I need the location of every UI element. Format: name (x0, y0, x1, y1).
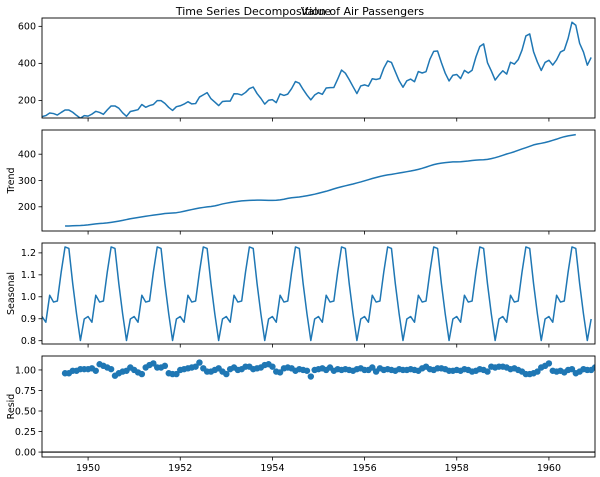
resid-point (303, 367, 311, 374)
resid-point (545, 360, 553, 367)
x-tick-label: 1956 (352, 463, 376, 474)
resid-point (92, 367, 99, 374)
y-tick-label: 200 (18, 96, 36, 107)
panels-layer: 200400600200300400Trend0.80.91.01.11.2Se… (6, 17, 600, 474)
series-group (65, 133, 576, 227)
resid-point (223, 370, 230, 378)
panel-4: 0.00 0.25 0.50 0.75 1.00 Resid 1950 1952 1954 195… (6, 355, 600, 474)
x-tick-label: 1954 (260, 463, 284, 474)
series-group (42, 246, 592, 342)
series-line (42, 21, 592, 118)
resid-point (484, 368, 491, 375)
y-tick-label: 200 (18, 202, 36, 213)
y-axis-label: Trend (6, 168, 17, 195)
series-group (42, 21, 592, 118)
y-tick-label: 300 (18, 176, 36, 187)
panel-frame (41, 355, 596, 458)
panel-frame (41, 129, 596, 232)
panel-3: 0.8 0.9 1.0 1.1 1.2 Seasonal (6, 242, 596, 348)
y-axis-label: Resid (6, 394, 17, 420)
resid-point (534, 368, 541, 375)
y-tick-label: 1.1 (21, 270, 36, 281)
y-tick-label: 400 (18, 59, 36, 70)
x-tick-label: 1952 (168, 463, 192, 474)
resid-point (192, 363, 199, 370)
y-tick-label: 0.75 (15, 386, 36, 397)
resid-point (173, 370, 180, 378)
resid-point (196, 359, 203, 366)
x-tick-label: 1950 (76, 463, 100, 474)
y-tick-label: 1.00 (15, 365, 36, 376)
y-tick-label: 0.25 (15, 427, 36, 438)
resid-point (276, 369, 284, 376)
y-tick-label: 600 (18, 22, 36, 33)
resid-point (269, 363, 276, 370)
series-group (42, 359, 600, 453)
y-tick-label: 0.9 (21, 314, 36, 325)
chart-title: Time Series Decomposition of Air Passeng… (175, 5, 425, 18)
y-tick-label: 1.0 (21, 292, 36, 303)
y-axis-label: Seasonal (6, 272, 17, 315)
y-tick-label: 1.2 (21, 248, 36, 259)
resid-point (150, 360, 157, 367)
x-tick-label: 1958 (445, 463, 469, 474)
resid-point (107, 365, 115, 373)
panel-1: 200 400 600 (18, 17, 596, 122)
y-tick-label: 0.00 (15, 447, 36, 458)
y-tick-label: 0.50 (15, 406, 36, 417)
x-tick-label: 1960 (537, 463, 561, 474)
resid-point (369, 364, 376, 371)
y-tick-label: 0.8 (21, 336, 36, 347)
y-tick-label: 400 (18, 149, 36, 160)
series-line (42, 246, 592, 342)
panel-frame (41, 17, 596, 119)
series-line (65, 133, 576, 227)
resid-point (591, 364, 595, 371)
panel-frame (41, 242, 596, 345)
chart-title-overlay: Value (301, 5, 331, 18)
resid-point (307, 373, 315, 380)
resid-point (161, 362, 169, 370)
resid-point (596, 365, 600, 371)
resid-point (568, 365, 576, 373)
resid-point (138, 370, 146, 378)
